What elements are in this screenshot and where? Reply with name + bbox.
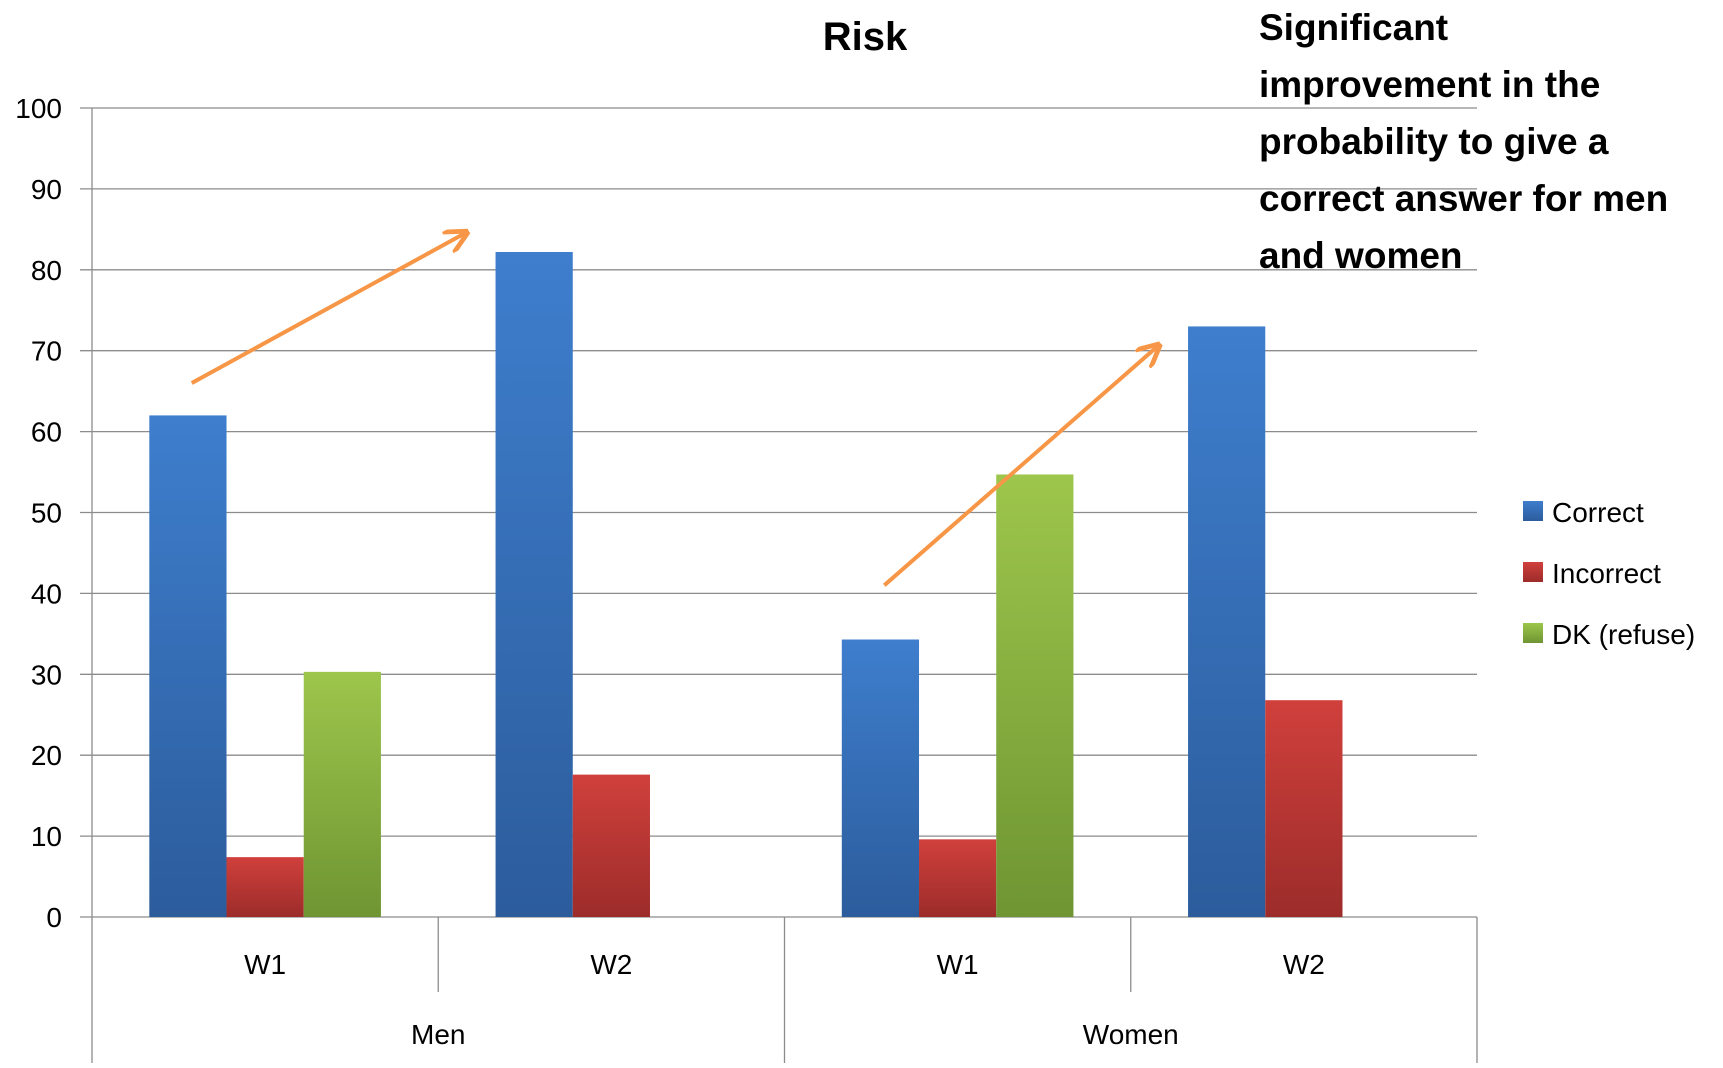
y-tick-label: 20 (31, 740, 62, 771)
x-tick-label: W1 (937, 949, 979, 980)
legend-label: Correct (1552, 497, 1644, 528)
legend-swatch (1523, 623, 1543, 643)
legend-label: Incorrect (1552, 558, 1661, 589)
bar-incorrect (919, 839, 997, 917)
y-tick-label: 50 (31, 498, 62, 529)
annotation-line: correct answer for men (1259, 178, 1668, 219)
y-tick-label: 40 (31, 578, 62, 609)
legend-label: DK (refuse) (1552, 619, 1695, 650)
bar-correct (495, 252, 573, 917)
trend-arrows (190, 233, 1157, 587)
y-tick-label: 70 (31, 336, 62, 367)
x-tick-label: W2 (590, 949, 632, 980)
annotation-line: improvement in the (1259, 64, 1600, 105)
legend-swatch (1523, 562, 1543, 582)
bar-incorrect (1265, 700, 1343, 917)
annotation-line: probability to give a (1259, 121, 1609, 162)
bar-dk-refuse (996, 474, 1074, 917)
legend: Correct Incorrect DK (refuse) (1523, 497, 1695, 650)
legend-swatch (1523, 501, 1543, 521)
y-tick-label: 30 (31, 659, 62, 690)
annotation-line: Significant (1259, 7, 1448, 48)
chart-title: Risk (823, 15, 908, 59)
y-tick-label: 80 (31, 255, 62, 286)
bar-correct (149, 415, 227, 917)
bar-correct (1188, 326, 1266, 917)
trend-arrow (190, 233, 465, 385)
x-group-label: Women (1083, 1019, 1179, 1050)
x-group-label: Men (411, 1019, 465, 1050)
y-tick-label: 0 (46, 902, 62, 933)
x-tick-label: W1 (244, 949, 286, 980)
y-tick-label: 10 (31, 821, 62, 852)
annotation-line: and women (1259, 235, 1463, 276)
bar-incorrect (572, 774, 650, 917)
trend-arrow (882, 347, 1157, 587)
axis-labels: 0 10 20 30 40 50 60 70 80 90 100 W1 W2 Men W1 W2 Women (15, 93, 1325, 1050)
bars (149, 252, 1343, 917)
bar-correct (841, 639, 920, 917)
bar-dk-refuse (303, 671, 381, 917)
y-tick-label: 90 (31, 174, 62, 205)
y-tick-label: 60 (31, 417, 62, 448)
x-tick-label: W2 (1283, 949, 1325, 980)
annotation-text: Significant improvement in the probability… (1259, 7, 1668, 276)
bar-incorrect (226, 857, 304, 917)
y-tick-label: 100 (15, 93, 62, 124)
